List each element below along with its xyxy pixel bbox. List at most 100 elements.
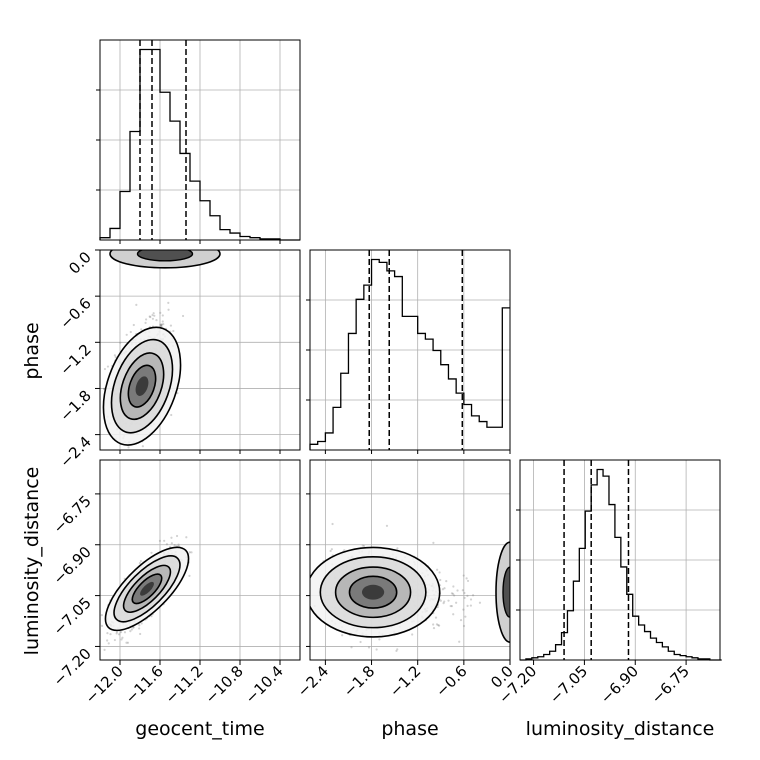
scatter-point [173, 544, 176, 547]
scatter-point [103, 367, 107, 371]
scatter-point [331, 522, 334, 526]
scatter-point [160, 323, 163, 326]
ytick-label: −7.05 [50, 594, 95, 639]
scatter-point [158, 539, 162, 542]
scatter-point [466, 594, 469, 597]
scatter-point [139, 632, 142, 636]
scatter-point [96, 366, 98, 368]
scatter-point [109, 633, 112, 636]
scatter-point [151, 313, 154, 317]
scatter-point [458, 640, 461, 643]
histogram-luminosity_distance [520, 468, 722, 661]
scatter-point [140, 622, 143, 625]
scatter-point [465, 577, 468, 580]
scatter-point [435, 623, 439, 626]
scatter-point [511, 586, 513, 588]
scatter-point [175, 534, 179, 538]
scatter-point [437, 624, 440, 627]
scatter-point [385, 524, 389, 527]
scatter-point [447, 599, 450, 602]
scatter-point [162, 323, 165, 326]
scatter-point [96, 653, 98, 655]
xtick-label: −2.4 [294, 662, 332, 700]
scatter-point [478, 601, 482, 604]
scatter-point [100, 614, 103, 617]
scatter-point [445, 580, 448, 583]
scatter-point [452, 613, 455, 616]
scatter-point [170, 413, 173, 417]
scatter-point [411, 633, 414, 636]
scatter-point [450, 604, 453, 608]
scatter-point [378, 638, 381, 641]
scatter-point [125, 333, 128, 336]
scatter-point [443, 587, 446, 590]
scatter-point [166, 248, 168, 250]
xtick-label: −6.75 [648, 662, 693, 707]
scatter-point [170, 542, 173, 545]
scatter-point [149, 315, 152, 319]
scatter-point [159, 324, 163, 327]
scatter-point [165, 543, 169, 546]
scatter-point [167, 308, 170, 311]
contour-line [122, 564, 172, 613]
contour-line [113, 555, 181, 623]
scatter-point [512, 554, 514, 556]
scatter-point [512, 581, 514, 583]
scatter-point [107, 642, 110, 645]
ytick-label: −1.8 [56, 387, 94, 425]
ytick-label: −6.90 [50, 543, 95, 588]
scatter-point [121, 636, 124, 639]
scatter-point [443, 600, 446, 603]
scatter-point [511, 573, 513, 575]
scatter-point [113, 354, 116, 357]
scatter-point [114, 356, 117, 359]
scatter-point [439, 599, 442, 602]
scatter-point [132, 626, 135, 629]
ylabel-luminosity-distance: luminosity_distance [21, 467, 43, 656]
scatter-point [174, 248, 176, 250]
xlabel-geocent-time: geocent_time [135, 718, 264, 740]
scatter-point [155, 319, 158, 322]
scatter-point [115, 632, 118, 635]
contour-line [334, 566, 412, 619]
ytick-label: −6.75 [50, 492, 95, 537]
contour-line [348, 575, 398, 609]
scatter-point [469, 598, 473, 601]
scatter-point [463, 596, 466, 599]
scatter-point [130, 628, 133, 631]
scatter-point [161, 320, 164, 323]
scatter-point [119, 630, 123, 634]
scatter-point [441, 588, 444, 591]
scatter-point [95, 609, 97, 611]
scatter-point [432, 623, 435, 626]
scatter-point [161, 314, 164, 317]
scatter-point [132, 323, 135, 327]
scatter-point [511, 598, 513, 600]
scatter-point [138, 627, 141, 630]
scatter-point [453, 594, 456, 597]
panel-phase_vs_geocent_time [96, 246, 221, 455]
scatter-point [106, 365, 110, 368]
scatter-point [513, 588, 515, 590]
scatter-point [512, 578, 514, 580]
scatter-point [141, 445, 144, 448]
scatter-point [170, 536, 173, 539]
scatter-point [138, 624, 141, 627]
scatter-point [129, 630, 132, 633]
scatter-point [510, 575, 512, 577]
scatter-point [459, 618, 463, 622]
xtick-label: −10.4 [242, 662, 287, 707]
scatter-point [163, 539, 166, 542]
scatter-point [436, 568, 439, 571]
scatter-point [106, 632, 109, 635]
scatter-point [396, 648, 399, 651]
scatter-point [152, 312, 155, 315]
xlabel-luminosity-distance: luminosity_distance [526, 718, 715, 740]
scatter-point [464, 615, 467, 618]
scatter-point [125, 641, 128, 644]
scatter-point [432, 626, 436, 630]
scatter-point [451, 592, 455, 595]
scatter-point [136, 453, 138, 455]
scatter-point [181, 246, 183, 248]
scatter-point [100, 624, 104, 627]
